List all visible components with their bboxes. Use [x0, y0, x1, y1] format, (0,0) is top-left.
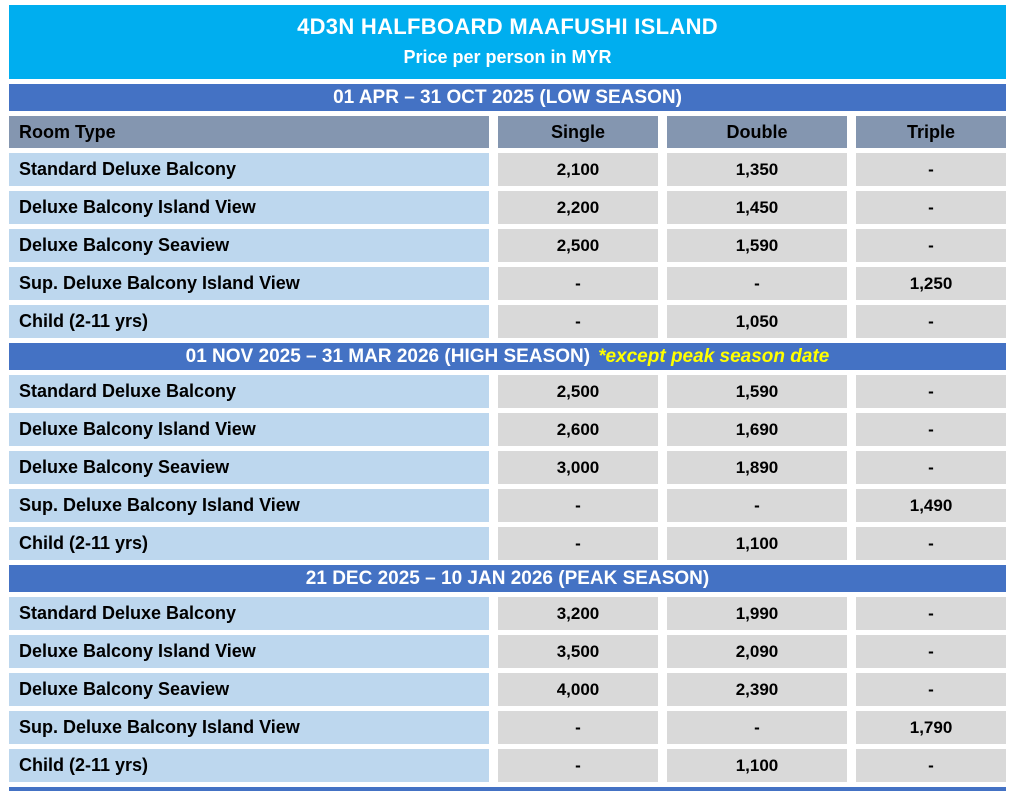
price-cell-triple: -: [856, 673, 1007, 706]
table-row: Deluxe Balcony Island View 2,200 1,450-: [9, 191, 1007, 224]
column-header-single: Single: [498, 116, 658, 148]
price-cell-single: 3,500: [498, 635, 658, 668]
price-cell-single: 4,000: [498, 673, 658, 706]
price-cell-triple: -: [856, 597, 1007, 630]
table-row: Sup. Deluxe Balcony Island View - -1,790: [9, 711, 1007, 744]
table-row: Child (2-11 yrs) -1,100-: [9, 527, 1007, 560]
price-cell-single: -: [498, 527, 658, 560]
price-cell-single: -: [498, 711, 658, 744]
table-row: Standard Deluxe Balcony 2,100 1,350-: [9, 153, 1007, 186]
table-row: Deluxe Balcony Island View 3,500 2,090-: [9, 635, 1007, 668]
price-cell-double: 1,690: [667, 413, 847, 446]
column-header-double: Double: [667, 116, 847, 148]
season-header: 01 APR – 31 OCT 2025 (LOW SEASON): [9, 84, 1007, 111]
price-cell-single: 3,000: [498, 451, 658, 484]
table-row: Sup. Deluxe Balcony Island View - -1,490: [9, 489, 1007, 522]
table-row: Deluxe Balcony Seaview 2,500 1,590-: [9, 229, 1007, 262]
price-cell-single: -: [498, 305, 658, 338]
title-block: 4D3N HALFBOARD MAAFUSHI ISLAND Price per…: [9, 5, 1007, 79]
season-label: 21 DEC 2025 – 10 JAN 2026 (PEAK SEASON): [305, 567, 710, 589]
room-type-cell: Sup. Deluxe Balcony Island View: [9, 489, 489, 522]
column-header-triple: Triple: [856, 116, 1007, 148]
room-type-cell: Sup. Deluxe Balcony Island View: [9, 711, 489, 744]
price-cell-single: 2,200: [498, 191, 658, 224]
room-type-cell: Standard Deluxe Balcony: [9, 375, 489, 408]
price-cell-single: 2,500: [498, 375, 658, 408]
season-note: *except peak season date: [598, 345, 830, 367]
price-cell-double: 1,590: [667, 375, 847, 408]
price-cell-triple: 1,790: [856, 711, 1007, 744]
room-type-cell: Standard Deluxe Balcony: [9, 597, 489, 630]
price-cell-double: 1,100: [667, 527, 847, 560]
price-cell-triple: -: [856, 375, 1007, 408]
price-cell-double: 2,390: [667, 673, 847, 706]
price-cell-single: 3,200: [498, 597, 658, 630]
price-cell-triple: -: [856, 413, 1007, 446]
table-row: Standard Deluxe Balcony 2,500 1,590-: [9, 375, 1007, 408]
room-type-cell: Deluxe Balcony Seaview: [9, 451, 489, 484]
price-cell-triple: -: [856, 749, 1007, 782]
room-type-cell: Deluxe Balcony Island View: [9, 191, 489, 224]
price-cell-double: 1,350: [667, 153, 847, 186]
price-cell-double: 1,050: [667, 305, 847, 338]
price-cell-triple: -: [856, 635, 1007, 668]
price-cell-triple: -: [856, 527, 1007, 560]
table-row: Deluxe Balcony Seaview 3,000 1,890-: [9, 451, 1007, 484]
bottom-partial-band: [9, 787, 1007, 791]
price-cell-single: 2,500: [498, 229, 658, 262]
room-type-cell: Deluxe Balcony Island View: [9, 635, 489, 668]
page-title: 4D3N HALFBOARD MAAFUSHI ISLAND: [297, 14, 718, 39]
price-cell-double: 1,590: [667, 229, 847, 262]
bottom-partial-band-cell: [9, 787, 1007, 791]
season-header: 01 NOV 2025 – 31 MAR 2026 (HIGH SEASON) *…: [9, 343, 1007, 370]
page-subtitle: Price per person in MYR: [403, 47, 612, 67]
price-cell-single: -: [498, 267, 658, 300]
season-header: 21 DEC 2025 – 10 JAN 2026 (PEAK SEASON): [9, 565, 1007, 592]
room-type-cell: Standard Deluxe Balcony: [9, 153, 489, 186]
price-cell-triple: -: [856, 451, 1007, 484]
room-type-cell: Deluxe Balcony Seaview: [9, 229, 489, 262]
room-type-cell: Deluxe Balcony Island View: [9, 413, 489, 446]
column-header-room-type: Room Type: [9, 116, 489, 148]
price-cell-triple: 1,490: [856, 489, 1007, 522]
table-row: Child (2-11 yrs) -1,100-: [9, 749, 1007, 782]
season-header-row: 01 NOV 2025 – 31 MAR 2026 (HIGH SEASON) *…: [9, 343, 1007, 370]
table-row: Child (2-11 yrs) -1,050-: [9, 305, 1007, 338]
price-cell-triple: -: [856, 305, 1007, 338]
table-row: Deluxe Balcony Seaview 4,000 2,390-: [9, 673, 1007, 706]
room-type-cell: Deluxe Balcony Seaview: [9, 673, 489, 706]
room-type-cell: Child (2-11 yrs): [9, 749, 489, 782]
price-cell-single: 2,600: [498, 413, 658, 446]
price-cell-triple: -: [856, 229, 1007, 262]
column-header-row: Room Type Single Double Triple: [9, 116, 1007, 148]
price-cell-single: -: [498, 489, 658, 522]
price-cell-triple: 1,250: [856, 267, 1007, 300]
table-row: Standard Deluxe Balcony 3,200 1,990-: [9, 597, 1007, 630]
price-cell-double: -: [667, 267, 847, 300]
price-cell-double: -: [667, 489, 847, 522]
price-cell-single: -: [498, 749, 658, 782]
table-row: Sup. Deluxe Balcony Island View - -1,250: [9, 267, 1007, 300]
price-cell-single: 2,100: [498, 153, 658, 186]
season-label: 01 NOV 2025 – 31 MAR 2026 (HIGH SEASON): [185, 345, 591, 367]
price-cell-triple: -: [856, 191, 1007, 224]
price-cell-double: 2,090: [667, 635, 847, 668]
season-header-row: 01 APR – 31 OCT 2025 (LOW SEASON): [9, 84, 1007, 111]
season-label: 01 APR – 31 OCT 2025 (LOW SEASON): [333, 86, 682, 108]
table-row: Deluxe Balcony Island View 2,600 1,690-: [9, 413, 1007, 446]
title-row: 4D3N HALFBOARD MAAFUSHI ISLAND Price per…: [9, 5, 1007, 79]
season-header-row: 21 DEC 2025 – 10 JAN 2026 (PEAK SEASON): [9, 565, 1007, 592]
price-cell-double: 1,450: [667, 191, 847, 224]
price-cell-double: 1,100: [667, 749, 847, 782]
price-cell-double: 1,990: [667, 597, 847, 630]
price-cell-double: 1,890: [667, 451, 847, 484]
room-type-cell: Child (2-11 yrs): [9, 305, 489, 338]
room-type-cell: Sup. Deluxe Balcony Island View: [9, 267, 489, 300]
price-cell-double: -: [667, 711, 847, 744]
room-type-cell: Child (2-11 yrs): [9, 527, 489, 560]
price-cell-triple: -: [856, 153, 1007, 186]
